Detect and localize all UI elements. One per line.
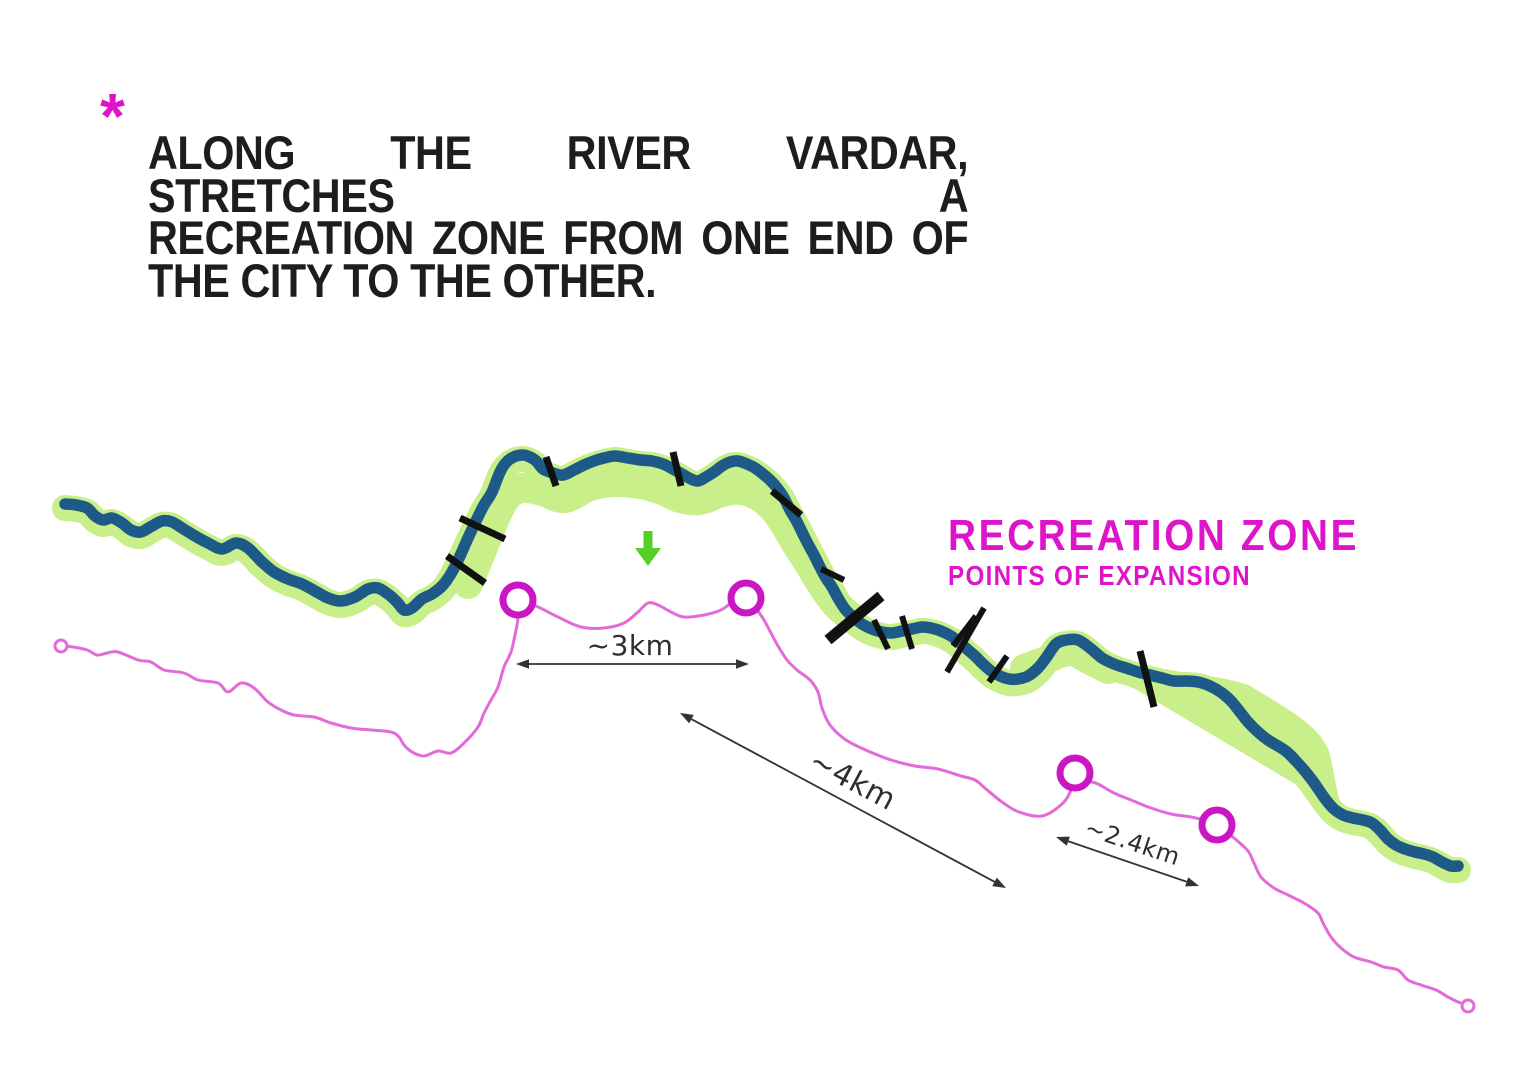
intro-text-line-3: THE CITY TO THE OTHER. (148, 253, 657, 307)
distance-label-4km: ~4km (803, 743, 901, 817)
expansion-route-line (59, 596, 1467, 1006)
bridge-tick-marks (444, 451, 1158, 708)
legend-subtitle: POINTS OF EXPANSION (948, 560, 1251, 591)
intro-text: ALONG THE RIVER VARDAR, STRETCHES A RECR… (148, 126, 969, 307)
distance-dimension-arrows (516, 659, 1199, 888)
down-arrow-icon (635, 531, 661, 566)
asterisk-footnote-mark: * (100, 80, 125, 152)
intro-text-line-2: RECREATION ZONE FROM ONE END OF (148, 211, 969, 264)
intro-text-line-1: ALONG THE RIVER VARDAR, STRETCHES A (148, 126, 969, 222)
map-legend: RECREATION ZONE POINTS OF EXPANSION (948, 514, 1441, 590)
recreation-zone-band (52, 445, 1471, 884)
expansion-point-markers (53, 579, 1476, 1014)
legend-title: RECREATION ZONE (948, 511, 1360, 560)
distance-label-3km: ~3km (587, 629, 674, 662)
river-vardar-line (59, 449, 1464, 873)
